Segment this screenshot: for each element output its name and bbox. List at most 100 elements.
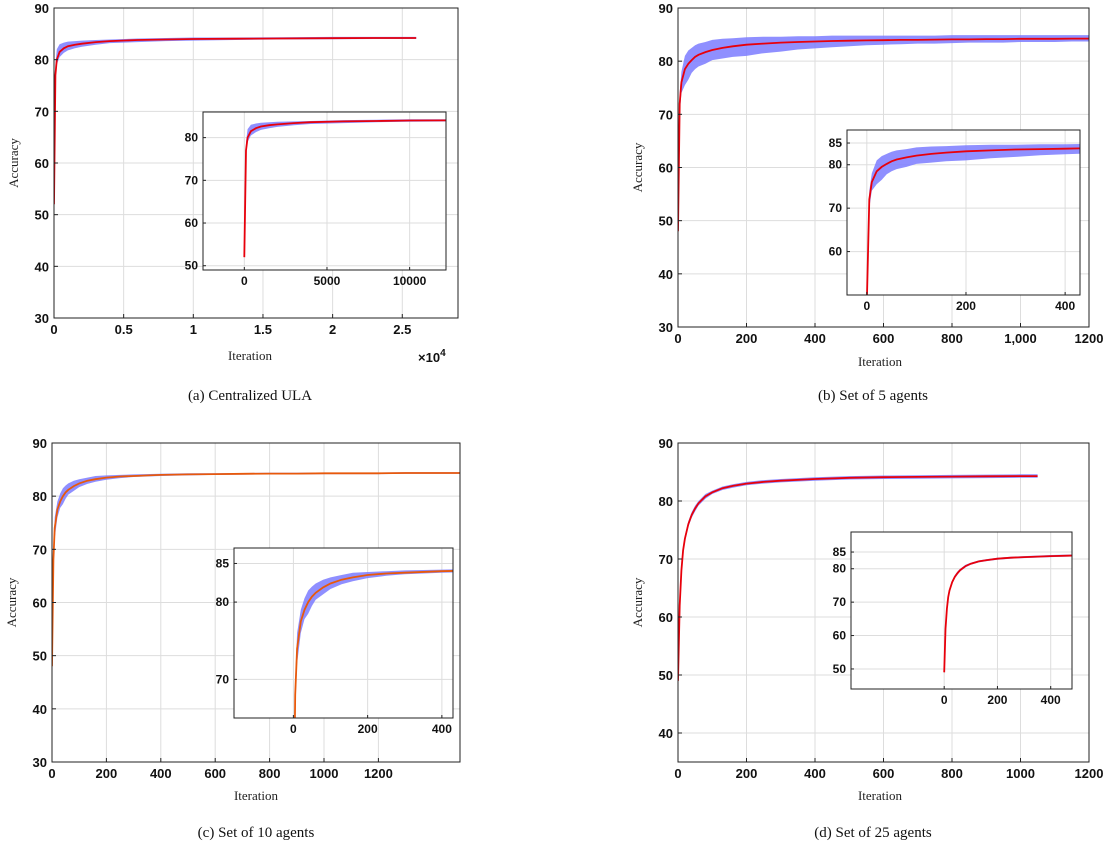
inset-frame xyxy=(850,531,1073,690)
x-tick-label: 400 xyxy=(804,766,826,781)
inset-y-tick-label: 50 xyxy=(185,259,199,273)
series-mean-line-0 xyxy=(678,475,1038,681)
y-axis-label: Accuracy xyxy=(630,142,645,192)
y-tick-label: 60 xyxy=(35,156,49,171)
y-tick-label: 80 xyxy=(35,53,49,68)
inset-y-tick-label: 85 xyxy=(216,556,230,570)
x-tick-label: 1,000 xyxy=(1004,331,1037,346)
y-tick-label: 40 xyxy=(33,702,47,717)
series-mean-line-0 xyxy=(52,472,460,667)
y-axis-label: Accuracy xyxy=(630,577,645,627)
inset-x-tick-label: 200 xyxy=(987,693,1007,707)
inset-area xyxy=(851,532,1072,689)
inset-x-tick-label: 400 xyxy=(1055,299,1075,313)
y-tick-label: 80 xyxy=(659,494,673,509)
inset-a: 0 5000 10000 50 60 70 80 xyxy=(185,111,447,288)
series-mean-line-0 xyxy=(54,37,417,205)
inset-y-tick-label: 80 xyxy=(829,158,843,172)
inset-frame xyxy=(846,129,1081,296)
x-tick-label: 1.5 xyxy=(254,322,272,337)
x-tick-label: 1200 xyxy=(364,766,393,781)
y-tick-label: 70 xyxy=(659,552,673,567)
x-tick-label: 600 xyxy=(873,331,895,346)
y-axis-label: Accuracy xyxy=(4,577,19,627)
panel-b: 0 200 400 600 800 1,000 120030405060708090Iter… xyxy=(630,1,1104,404)
inset-y-tick-label: 70 xyxy=(216,672,230,686)
inset-frame xyxy=(233,547,454,719)
panel-caption: (b) Set of 5 agents xyxy=(818,388,928,404)
x-tick-label: 0 xyxy=(48,766,55,781)
inset-x-tick-label: 0 xyxy=(290,722,297,736)
x-tick-label: 1200 xyxy=(1075,331,1104,346)
inset-y-tick-label: 85 xyxy=(829,136,843,150)
inset-series-band-0 xyxy=(866,144,1080,295)
x-tick-label: 800 xyxy=(941,766,963,781)
x-tick-label: 0 xyxy=(674,331,681,346)
x-tick-label: 400 xyxy=(150,766,172,781)
x-axis-label: Iteration xyxy=(234,788,279,803)
y-tick-label: 50 xyxy=(659,668,673,683)
y-tick-label: 60 xyxy=(659,161,673,176)
panel-caption: (a) Centralized ULA xyxy=(188,388,312,404)
x-tick-label: 800 xyxy=(941,331,963,346)
inset-b: 0 200 400 60 70 80 85 xyxy=(829,129,1081,313)
inset-x-tick-label: 10000 xyxy=(393,274,427,288)
y-tick-label: 40 xyxy=(35,259,49,274)
inset-y-tick-label: 60 xyxy=(833,629,847,643)
y-tick-label: 60 xyxy=(659,610,673,625)
y-tick-label: 40 xyxy=(659,726,673,741)
inset-x-tick-label: 5000 xyxy=(314,274,341,288)
y-tick-label: 30 xyxy=(33,755,47,770)
inset-y-tick-label: 80 xyxy=(833,562,847,576)
inset-y-tick-label: 85 xyxy=(833,545,847,559)
series-band-0 xyxy=(678,35,1089,232)
inset-x-tick-label: 200 xyxy=(358,722,378,736)
x-tick-label: 1000 xyxy=(310,766,339,781)
inset-y-tick-label: 50 xyxy=(833,662,847,676)
x-tick-label: 800 xyxy=(259,766,281,781)
inset-series-mean-line-0 xyxy=(243,119,446,258)
inset-y-tick-label: 60 xyxy=(185,216,199,230)
x-tick-label: 200 xyxy=(736,331,758,346)
panel-caption: (d) Set of 25 agents xyxy=(814,825,932,841)
inset-y-tick-label: 80 xyxy=(185,131,199,145)
x-tick-label: 1200 xyxy=(1075,766,1104,781)
y-tick-label: 90 xyxy=(659,1,673,16)
x-axis-label: Iteration xyxy=(228,348,273,363)
y-tick-label: 30 xyxy=(35,311,49,326)
x-tick-label: 2 xyxy=(329,322,336,337)
y-tick-label: 50 xyxy=(33,649,47,664)
x-tick-label: 200 xyxy=(96,766,118,781)
inset-frame xyxy=(202,111,447,271)
inset-y-tick-label: 70 xyxy=(833,595,847,609)
series-mean-line-0 xyxy=(678,37,1089,232)
panel-d: 0 200 400 600 800 1000 1200405060708090Iterati… xyxy=(630,436,1104,841)
y-tick-label: 50 xyxy=(659,214,673,229)
inset-x-tick-label: 0 xyxy=(941,693,948,707)
y-axis-label: Accuracy xyxy=(6,138,21,188)
y-tick-label: 80 xyxy=(33,489,47,504)
y-tick-label: 70 xyxy=(33,542,47,557)
inset-series-mean-line-0 xyxy=(866,147,1080,295)
x-tick-label: 2.5 xyxy=(393,322,411,337)
x-tick-label: 400 xyxy=(804,331,826,346)
inset-c: 0 200 400 70 80 85 xyxy=(216,547,454,736)
y-tick-label: 60 xyxy=(33,596,47,611)
y-tick-label: 80 xyxy=(659,54,673,69)
x-tick-label: 0.5 xyxy=(115,322,133,337)
inset-y-tick-label: 80 xyxy=(216,595,230,609)
x-tick-label: 1000 xyxy=(1006,766,1035,781)
x-tick-label: 1 xyxy=(190,322,197,337)
x-tick-label: 200 xyxy=(736,766,758,781)
panel-c: 0 200 400 600 800 1000 120030405060708090Itera… xyxy=(4,436,461,841)
inset-x-tick-label: 400 xyxy=(432,722,452,736)
x-axis-label: Iteration xyxy=(858,354,903,369)
y-tick-label: 90 xyxy=(35,1,49,16)
inset-area xyxy=(203,112,446,270)
x-axis-label: Iteration xyxy=(858,788,903,803)
y-tick-label: 90 xyxy=(33,436,47,451)
x-multiplier-exponent: 4 xyxy=(440,348,446,359)
inset-y-tick-label: 70 xyxy=(185,173,199,187)
y-tick-label: 40 xyxy=(659,267,673,282)
